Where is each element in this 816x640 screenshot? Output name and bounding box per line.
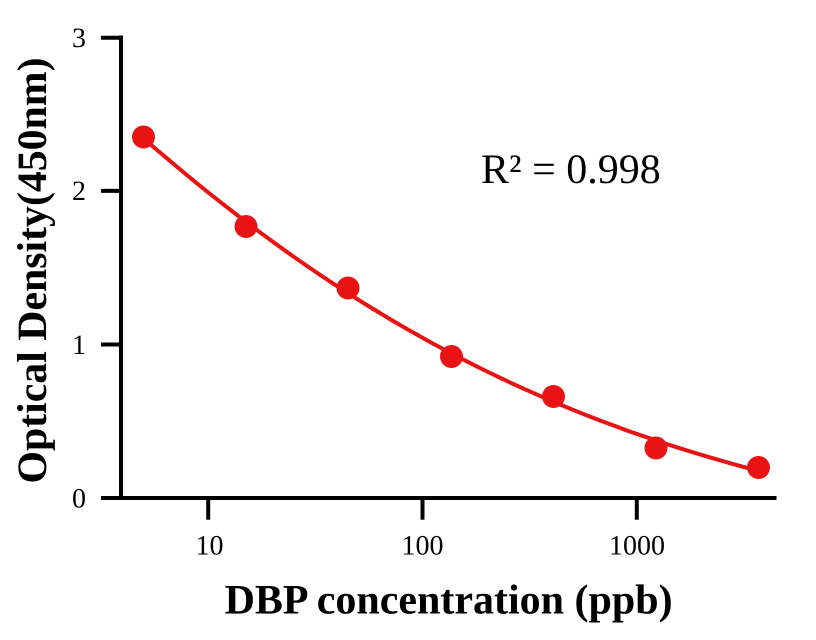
svg-text:Optical Density(450nm): Optical Density(450nm) [10, 57, 56, 483]
svg-text:R² = 0.998: R² = 0.998 [481, 147, 661, 193]
svg-text:2: 2 [72, 176, 86, 207]
svg-text:1: 1 [72, 330, 86, 361]
svg-text:3: 3 [72, 23, 86, 54]
svg-text:10: 10 [196, 531, 224, 562]
svg-text:100: 100 [402, 531, 444, 562]
svg-text:DBP concentration (ppb): DBP concentration (ppb) [225, 578, 673, 624]
svg-text:0: 0 [72, 483, 86, 514]
svg-text:1000: 1000 [609, 531, 665, 562]
